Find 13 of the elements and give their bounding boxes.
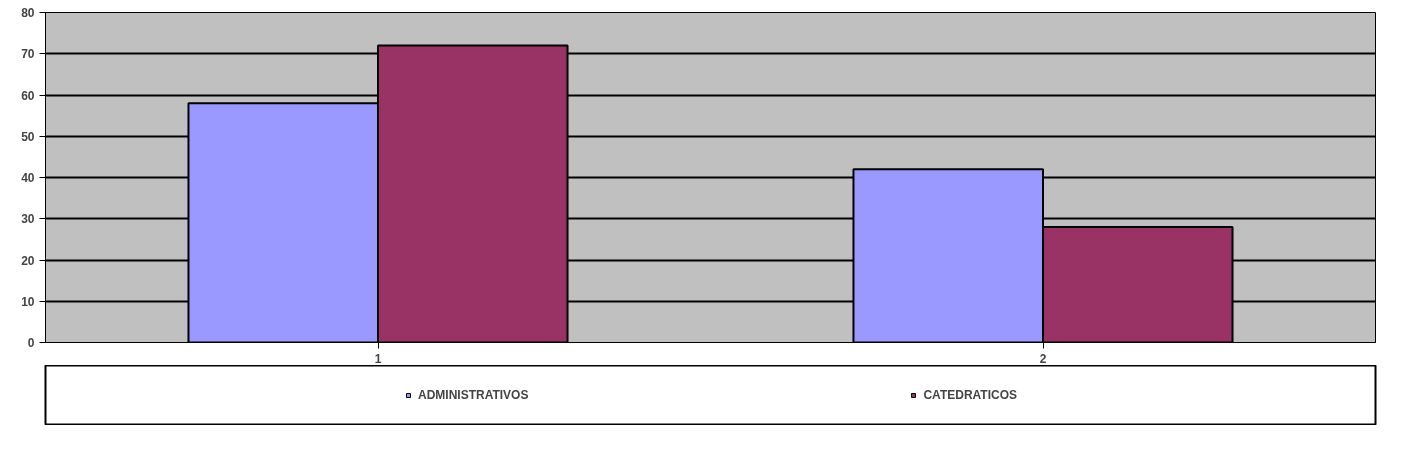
y-tick-label: 70 bbox=[21, 47, 35, 62]
y-tick-label: 0 bbox=[27, 336, 35, 350]
x-tick-label: 2 bbox=[1039, 351, 1047, 366]
x-tick-label: 1 bbox=[374, 351, 382, 366]
y-tick-label: 20 bbox=[21, 253, 35, 268]
legend-label: CATEDRATICOS bbox=[923, 388, 1018, 402]
y-tick-label: 60 bbox=[21, 88, 35, 103]
y-tick-label: 80 bbox=[21, 6, 35, 20]
legend-label: ADMINISTRATIVOS bbox=[417, 388, 529, 402]
y-tick-label: 50 bbox=[21, 129, 35, 144]
y-tick-label: 10 bbox=[21, 294, 35, 309]
y-tick-label: 30 bbox=[21, 212, 35, 227]
y-tick-label: 40 bbox=[21, 171, 35, 185]
